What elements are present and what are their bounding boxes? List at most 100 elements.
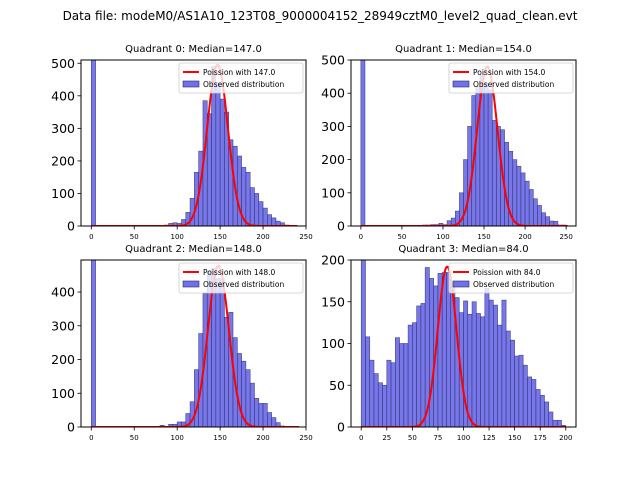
histogram-bar	[446, 272, 452, 427]
subplot-quadrant-1: Quadrant 1: Median=154.00100200300400500…	[321, 44, 577, 241]
histogram-bar	[249, 382, 255, 427]
x-tick-label: 200	[518, 233, 531, 241]
y-tick-label: 100	[51, 186, 75, 201]
plot-area	[360, 260, 567, 427]
x-tick-label: 0	[359, 233, 363, 241]
legend: Poission with 84.0 Observed distribution	[448, 262, 574, 294]
y-tick-label: 100	[51, 386, 75, 401]
histogram-bar	[441, 272, 447, 427]
histogram-bar	[497, 324, 503, 427]
x-tick-label: 75	[433, 434, 442, 442]
y-tick-label: 300	[51, 318, 75, 333]
histogram-bar	[377, 382, 383, 427]
x-tick-label: 150	[213, 233, 226, 241]
histogram-bar	[471, 301, 477, 427]
histogram-bar	[475, 313, 481, 427]
histogram-bar	[488, 299, 494, 427]
histogram-bar	[262, 403, 268, 427]
x-tick-label: 250	[299, 434, 312, 442]
histogram-bar	[254, 193, 260, 226]
histogram-bar	[245, 171, 251, 226]
y-tick-label: 400	[51, 285, 75, 300]
legend: Poission with 154.0 Observed distribution	[448, 62, 574, 94]
legend-bar-swatch	[182, 280, 200, 288]
legend-box	[448, 262, 574, 294]
x-tick-label: 50	[130, 233, 139, 241]
histogram-bar	[219, 278, 225, 427]
y-tick-label: 100	[321, 336, 345, 351]
x-tick-label: 50	[130, 434, 139, 442]
histogram-bar	[531, 379, 537, 427]
x-tick-label: 50	[408, 434, 417, 442]
histogram-bar	[544, 401, 550, 427]
histogram-bar	[520, 172, 526, 226]
y-tick-label: 0	[67, 219, 75, 234]
x-tick-label: 250	[559, 233, 572, 241]
legend-box	[178, 62, 304, 94]
histogram-bar	[219, 98, 225, 226]
histogram-bar	[91, 60, 96, 226]
subplot-title: Quadrant 0: Median=147.0	[125, 44, 262, 55]
histogram-bar	[403, 343, 409, 427]
x-tick-label: 250	[299, 233, 312, 241]
histogram-bar	[532, 198, 538, 226]
y-tick-label: 300	[321, 119, 345, 134]
histogram-bar	[504, 142, 509, 226]
histogram-bar	[382, 384, 388, 427]
subplot-title: Quadrant 3: Median=84.0	[398, 244, 528, 255]
legend-label-observed: Observed distribution	[473, 280, 554, 289]
subplot-quadrant-0: Quadrant 0: Median=147.00100200300400500…	[51, 44, 313, 241]
histogram-bar	[369, 359, 375, 427]
x-tick-label: 200	[256, 233, 269, 241]
histogram-bar	[245, 369, 251, 427]
histogram-bar	[420, 303, 426, 427]
histogram-bar	[224, 317, 230, 427]
histogram-bar	[373, 373, 379, 427]
axes-frame	[350, 59, 577, 227]
histogram-bar	[539, 394, 545, 427]
histogram-bar	[258, 201, 264, 226]
y-tick-label: 0	[337, 420, 345, 435]
histogram-bar	[537, 205, 542, 226]
histogram-bar	[215, 82, 221, 226]
histogram-bar	[91, 260, 96, 427]
x-tick-label: 150	[508, 434, 521, 442]
legend-bar-swatch	[182, 80, 200, 88]
histogram-bar	[505, 330, 511, 427]
axes-frame	[80, 259, 307, 428]
y-tick-label: 400	[51, 88, 75, 103]
histogram-bar	[535, 389, 541, 427]
legend: Poission with 148.0 Observed distribution	[178, 262, 304, 294]
histogram-bar	[527, 376, 532, 427]
histogram-bar	[480, 316, 486, 427]
histogram-bar	[483, 82, 489, 226]
histogram-bar	[524, 180, 530, 226]
y-tick-label: 200	[51, 352, 75, 367]
subplot-title: Quadrant 1: Median=154.0	[395, 44, 532, 55]
legend-label-poisson: Poission with 148.0	[203, 268, 276, 277]
histogram-bar	[407, 324, 413, 427]
histogram-bar	[512, 159, 518, 226]
axes-frame	[80, 59, 307, 227]
poisson-curve	[360, 265, 567, 427]
y-tick-label: 50	[329, 378, 345, 393]
y-tick-label: 200	[51, 153, 75, 168]
legend: Poission with 147.0 Observed distribution	[178, 62, 304, 94]
x-tick-label: 150	[213, 434, 226, 442]
x-tick-label: 100	[436, 233, 449, 241]
histogram-bar	[360, 60, 366, 226]
histogram-bar	[399, 343, 405, 427]
histogram-bar	[541, 212, 546, 226]
histogram-bar	[416, 305, 422, 427]
histogram-bar	[501, 299, 507, 427]
y-tick-label: 300	[51, 121, 75, 136]
legend-label-observed: Observed distribution	[203, 280, 284, 289]
legend-label-poisson: Poission with 147.0	[203, 68, 276, 77]
y-tick-label: 200	[321, 253, 345, 268]
histogram-bar	[553, 221, 559, 226]
y-tick-label: 400	[321, 86, 345, 101]
subplot-quadrant-3: Quadrant 3: Median=84.0 0 50 100 150 200 0 25 50…	[321, 244, 577, 442]
legend-label-observed: Observed distribution	[473, 80, 554, 89]
y-tick-label: 0	[67, 420, 75, 435]
